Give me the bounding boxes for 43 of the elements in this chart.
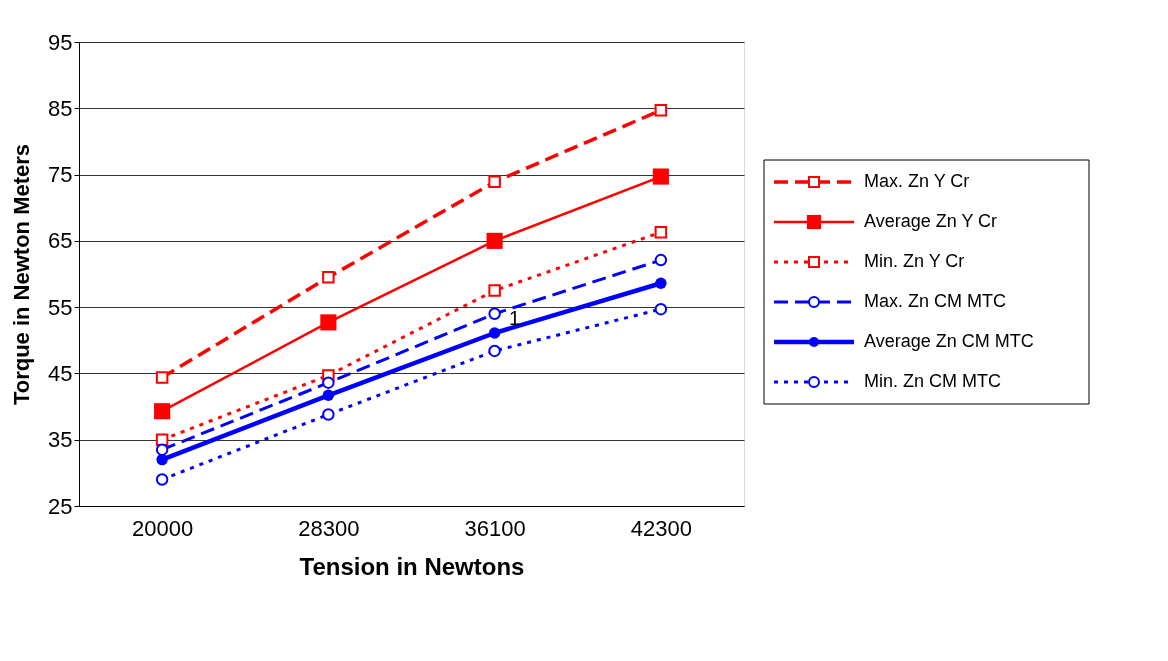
legend-label: Average Zn CM MTC [864,331,1034,351]
point [320,314,337,331]
y-tick-label: 95 [48,29,73,55]
point [322,389,335,401]
point [154,403,171,420]
point [155,371,169,384]
x-tick-label: 20000 [132,515,194,541]
point [322,376,335,389]
legend-label: Min. Zn Y Cr [864,251,965,271]
x-axis-title: Tension in Newtons [299,552,525,580]
x-tick-label: 42300 [630,515,692,541]
y-axis-title: Torque in Newton Meters [9,143,35,406]
legend-label: Average Zn Y Cr [864,211,998,231]
y-tick-label: 65 [48,228,73,254]
point [488,307,501,321]
point [155,433,169,446]
x-tick-label: 36100 [464,515,526,541]
point [488,175,501,189]
point [322,271,335,284]
point [654,302,668,316]
point [654,104,668,117]
legend-label: Max. Zn CM MTC [864,291,1006,311]
point [155,473,169,486]
legend-label: Max. Zn Y Cr [864,171,970,191]
y-tick-label: 35 [48,427,73,453]
point [655,277,667,289]
point [488,344,501,358]
point [652,168,669,185]
legend-label: Min. Zn CM MTC [864,371,1001,391]
point [322,408,335,421]
point [486,232,503,249]
point [155,443,169,456]
point [488,327,501,339]
annotation: 1 [509,306,521,329]
y-tick-label: 75 [48,162,73,188]
y-tick-label: 55 [48,294,73,320]
y-tick-label: 25 [48,493,73,519]
point [488,284,501,297]
point [654,253,668,267]
x-tick-label: 28300 [298,515,360,541]
y-tick-label: 45 [48,360,73,386]
y-tick-label: 85 [48,95,73,121]
point [654,226,668,239]
